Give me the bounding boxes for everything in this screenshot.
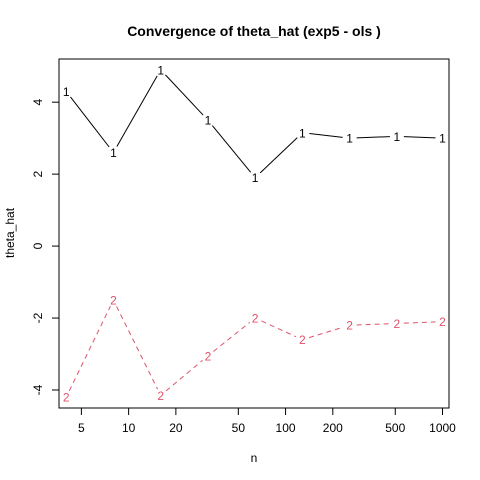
series-2-point: 2 — [63, 391, 70, 405]
series-2: 2 2 2 2 2 2 2 2 2 — [63, 294, 446, 405]
x-tick-label: 100 — [276, 421, 296, 435]
series-1-segment — [116, 75, 158, 147]
series-2-point: 2 — [299, 333, 306, 347]
series-2-point: 2 — [439, 315, 446, 329]
series-2-point: 2 — [252, 312, 259, 326]
series-2-segment — [213, 322, 250, 352]
y-tick-label: -4 — [31, 384, 45, 395]
y-tick-label: 4 — [31, 99, 45, 106]
series-2-point: 2 — [110, 294, 117, 308]
series-2-point: 2 — [205, 349, 212, 363]
series-2-segment — [308, 326, 344, 339]
series-1-point: 1 — [299, 126, 306, 140]
plot-area: 1 1 1 1 1 1 1 1 1 2 2 2 2 2 2 2 2 2 — [63, 63, 446, 404]
y-axis-label: theta_hat — [3, 207, 17, 258]
series-1-point: 1 — [110, 146, 117, 160]
y-tick-label: 0 — [31, 242, 45, 249]
x-tick-label: 1000 — [429, 421, 456, 435]
x-tick-label: 50 — [232, 421, 246, 435]
series-1-segment — [70, 96, 110, 148]
series-2-segment — [116, 306, 159, 390]
plot-box — [58, 58, 450, 409]
x-tick-label: 20 — [169, 421, 183, 435]
series-1-point: 1 — [63, 85, 70, 99]
series-1-segment — [309, 133, 343, 138]
series-2-point: 2 — [157, 389, 164, 403]
series-1-point: 1 — [205, 114, 212, 128]
series-2-segment — [403, 321, 436, 324]
series-1-segment — [165, 74, 204, 116]
series-1-segment — [259, 137, 298, 174]
series-1-point: 1 — [439, 132, 446, 146]
series-1-point: 1 — [346, 132, 353, 146]
x-axis-label: n — [251, 451, 258, 465]
series-1-segment — [356, 136, 390, 139]
x-tick-label: 10 — [122, 421, 136, 435]
series-2-point: 2 — [346, 319, 353, 333]
series-2-segment — [356, 323, 390, 326]
series-1: 1 1 1 1 1 1 1 1 1 — [63, 63, 446, 185]
x-tick-label: 500 — [385, 421, 405, 435]
series-1-point: 1 — [157, 63, 164, 77]
series-2-segment — [261, 320, 297, 338]
y-axis: -4 -2 0 2 4 — [31, 99, 60, 395]
series-1-segment — [403, 136, 436, 139]
series-1-point: 1 — [394, 130, 401, 144]
x-tick-label: 200 — [323, 421, 343, 435]
series-1-point: 1 — [252, 171, 259, 185]
x-tick-label: 5 — [78, 421, 85, 435]
y-tick-label: 2 — [31, 170, 45, 177]
series-2-segment — [165, 359, 203, 392]
series-2-segment — [68, 306, 111, 392]
series-2-point: 2 — [394, 317, 401, 331]
x-axis: 5 10 20 50 100 200 500 1000 — [78, 407, 456, 435]
series-1-segment — [211, 125, 252, 173]
chart-title: Convergence of theta_hat (exp5 - ols ) — [127, 23, 381, 39]
y-tick-label: -2 — [31, 312, 45, 323]
